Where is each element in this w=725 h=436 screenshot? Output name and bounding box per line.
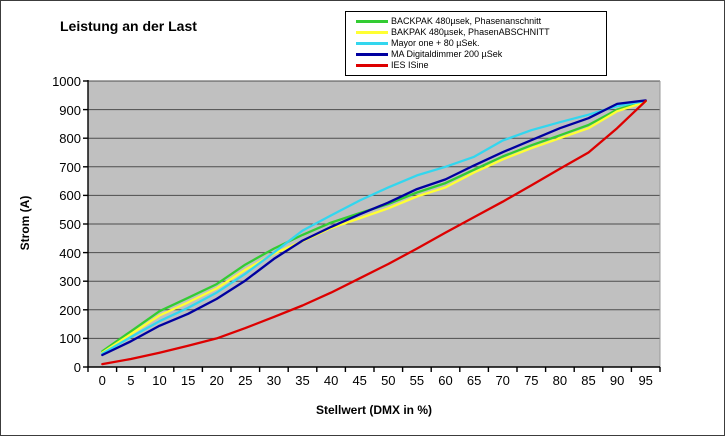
legend-label: IES ISine bbox=[391, 60, 429, 70]
x-tick-label: 25 bbox=[238, 373, 253, 388]
y-tick-label: 300 bbox=[59, 274, 81, 290]
x-tick-label: 85 bbox=[581, 373, 596, 388]
legend-item: MA Digitaldimmer 200 µSek bbox=[356, 49, 600, 60]
legend-label: MA Digitaldimmer 200 µSek bbox=[391, 49, 503, 59]
x-axis-title: Stellwert (DMX in %) bbox=[315, 403, 432, 417]
x-tick-label: 60 bbox=[438, 373, 453, 388]
x-tick-label: 15 bbox=[180, 373, 196, 388]
y-tick-label: 700 bbox=[59, 159, 81, 175]
x-tick-label: 55 bbox=[409, 373, 425, 388]
legend-line-swatch bbox=[356, 53, 388, 56]
legend-item: Mayor one + 80 µSek. bbox=[356, 38, 600, 49]
legend-item: BACKPAK 480µsek, Phasenanschnitt bbox=[356, 16, 600, 27]
x-tick-label: 30 bbox=[266, 373, 282, 388]
x-tick-label: 45 bbox=[352, 373, 367, 388]
x-tick-label: 40 bbox=[323, 373, 339, 388]
x-tick-label: 20 bbox=[209, 373, 224, 388]
y-tick-label: 600 bbox=[59, 188, 81, 204]
legend-line-swatch bbox=[356, 64, 388, 67]
series-line-3 bbox=[101, 99, 647, 357]
x-tick-label: 0 bbox=[98, 373, 106, 388]
x-tick-label: 70 bbox=[495, 373, 510, 388]
x-tick-label: 95 bbox=[638, 373, 653, 388]
y-tick-label: 1000 bbox=[52, 74, 81, 89]
y-tick-label: 500 bbox=[59, 217, 81, 232]
x-tick-label: 10 bbox=[152, 373, 167, 388]
y-tick-label: 800 bbox=[59, 131, 81, 147]
y-tick-label: 200 bbox=[59, 302, 81, 318]
legend-item: BAKPAK 480µsek, PhasenABSCHNITT bbox=[356, 27, 600, 38]
x-tick-label: 50 bbox=[381, 373, 396, 388]
legend-label: Mayor one + 80 µSek. bbox=[391, 38, 480, 48]
y-tick-label: 900 bbox=[59, 102, 81, 118]
legend-line-swatch bbox=[356, 31, 388, 34]
y-tick-label: 100 bbox=[59, 331, 81, 347]
legend: BACKPAK 480µsek, Phasenanschnitt BAKPAK 4… bbox=[345, 11, 607, 76]
x-tick-label: 90 bbox=[609, 373, 625, 388]
x-tick-label: 80 bbox=[552, 373, 568, 388]
series-line-2 bbox=[101, 99, 647, 355]
legend-line-swatch bbox=[356, 42, 388, 45]
x-tick-label: 75 bbox=[524, 373, 539, 388]
x-tick-label: 65 bbox=[466, 373, 482, 388]
series-line-1 bbox=[101, 100, 647, 354]
y-tick-label: 0 bbox=[73, 360, 81, 375]
legend-line-swatch bbox=[356, 20, 388, 23]
y-tick-label: 400 bbox=[59, 245, 81, 261]
series-line-4 bbox=[101, 99, 647, 366]
x-tick-label: 5 bbox=[127, 373, 135, 388]
chart-title: Leistung an der Last bbox=[60, 18, 197, 34]
legend-label: BAKPAK 480µsek, PhasenABSCHNITT bbox=[391, 27, 550, 37]
legend-item: IES ISine bbox=[356, 60, 600, 71]
legend-label: BACKPAK 480µsek, Phasenanschnitt bbox=[391, 16, 542, 26]
x-tick-label: 35 bbox=[295, 373, 310, 388]
